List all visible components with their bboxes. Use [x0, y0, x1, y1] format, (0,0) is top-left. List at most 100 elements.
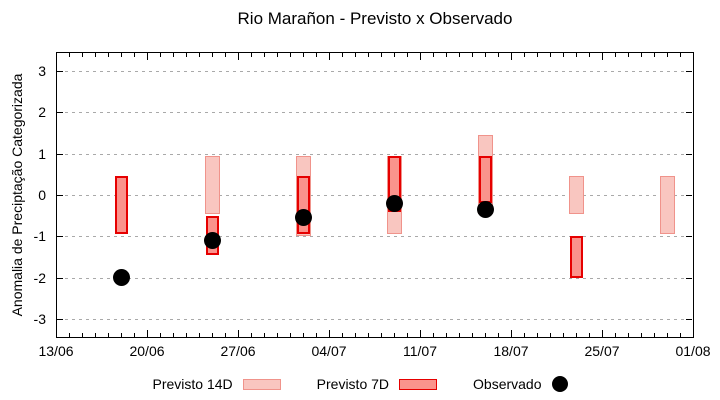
- legend-item-previsto-7d: Previsto 7D: [316, 376, 438, 392]
- x-axis-tick: [160, 53, 161, 57]
- x-axis-tick: [472, 53, 473, 57]
- x-axis-tick: [69, 333, 70, 337]
- x-axis-tick: [602, 330, 603, 337]
- x-axis-tick: [498, 53, 499, 57]
- plot-area: [56, 52, 694, 338]
- y-axis-tick: [686, 71, 692, 72]
- y-axis-tick: [686, 112, 692, 114]
- x-axis-tick: [238, 330, 239, 337]
- previsto-7d-bar: [478, 155, 492, 204]
- x-axis-tick: [498, 333, 499, 337]
- x-axis-tick: [173, 53, 174, 57]
- x-axis-tick: [368, 53, 369, 57]
- x-axis-tick: [485, 333, 486, 337]
- x-axis-tick: [524, 53, 525, 57]
- x-axis-tick: [238, 53, 239, 60]
- x-axis-tick: [212, 333, 213, 337]
- x-axis-tick: [381, 53, 382, 57]
- x-axis-tick: [654, 53, 655, 57]
- x-axis-tick: [82, 53, 83, 57]
- x-axis-tick: [225, 333, 226, 337]
- x-axis-tick: [602, 53, 603, 60]
- y-axis-tick: [686, 277, 692, 279]
- x-tick-label: 18/07: [493, 343, 529, 359]
- legend-label-observado: Observado: [473, 376, 542, 392]
- x-axis-tick: [628, 333, 629, 337]
- x-axis-tick: [680, 53, 681, 57]
- x-axis-tick: [446, 53, 447, 57]
- x-axis-tick: [394, 53, 395, 57]
- gridline: [58, 112, 691, 114]
- y-tick-label: -1: [33, 228, 46, 245]
- x-axis-tick: [277, 53, 278, 57]
- y-axis-tick: [57, 195, 63, 196]
- y-axis-tick: [57, 277, 63, 279]
- x-axis-tick: [511, 53, 512, 60]
- previsto-14d-bar: [568, 176, 584, 214]
- x-axis-tick: [524, 333, 525, 337]
- x-axis-tick: [264, 53, 265, 57]
- x-axis-tick: [186, 333, 187, 337]
- y-tick-label: 1: [38, 145, 46, 162]
- x-axis-tick: [563, 53, 564, 57]
- previsto-7d-bar: [114, 176, 128, 235]
- gridline: [58, 71, 691, 72]
- x-axis-tick: [316, 53, 317, 57]
- x-axis-tick: [95, 333, 96, 337]
- observado-dot: [112, 269, 130, 287]
- x-axis-tick: [407, 333, 408, 337]
- x-axis-tick: [212, 53, 213, 57]
- x-axis-tick: [251, 53, 252, 57]
- x-axis-tick: [420, 330, 421, 337]
- gridline: [58, 195, 691, 196]
- observado-dot: [385, 194, 403, 212]
- x-axis-tick: [433, 53, 434, 57]
- x-axis-tick: [56, 330, 57, 337]
- x-axis-tick: [628, 53, 629, 57]
- x-axis-tick: [342, 53, 343, 57]
- x-axis-tick: [199, 53, 200, 57]
- legend-label-previsto-14d: Previsto 14D: [152, 376, 233, 392]
- x-axis-tick: [277, 333, 278, 337]
- gridline: [58, 277, 691, 279]
- observado-swatch-icon: [551, 376, 568, 392]
- y-axis-tick: [686, 195, 692, 196]
- x-axis-tick: [407, 53, 408, 57]
- x-axis-tick: [667, 53, 668, 57]
- legend: Previsto 14D Previsto 7D Observado: [0, 376, 720, 392]
- x-axis-tick: [537, 333, 538, 337]
- x-axis-tick: [550, 333, 551, 337]
- x-axis-tick: [173, 333, 174, 337]
- legend-label-previsto-7d: Previsto 7D: [316, 376, 390, 392]
- x-tick-label: 04/07: [311, 343, 347, 359]
- x-axis-tick: [485, 53, 486, 57]
- x-axis-tick: [550, 53, 551, 57]
- y-axis-tick: [57, 153, 63, 155]
- x-axis-tick: [316, 333, 317, 337]
- y-tick-label: 2: [38, 104, 46, 121]
- x-axis-tick: [134, 53, 135, 57]
- gridline: [58, 153, 691, 155]
- x-axis-tick: [693, 330, 694, 337]
- y-tick-label: 0: [38, 187, 46, 203]
- x-axis-tick: [342, 333, 343, 337]
- x-axis-tick: [290, 333, 291, 337]
- gridline: [58, 236, 691, 238]
- observado-dot: [294, 209, 312, 227]
- x-axis-tick: [355, 53, 356, 57]
- observado-dot: [203, 231, 221, 249]
- x-tick-label: 13/06: [38, 343, 74, 359]
- x-axis-tick: [511, 330, 512, 337]
- x-axis-tick: [186, 53, 187, 57]
- x-tick-label: 01/08: [675, 343, 711, 359]
- x-axis-tick: [667, 333, 668, 337]
- y-axis-tick: [57, 71, 63, 72]
- y-axis-tick: [686, 318, 692, 320]
- legend-item-observado: Observado: [473, 376, 568, 392]
- x-axis-tick: [654, 333, 655, 337]
- x-axis-tick: [680, 333, 681, 337]
- x-axis-tick: [368, 333, 369, 337]
- x-tick-label: 11/07: [403, 343, 437, 359]
- y-axis-tick: [686, 153, 692, 155]
- x-axis-tick: [82, 333, 83, 337]
